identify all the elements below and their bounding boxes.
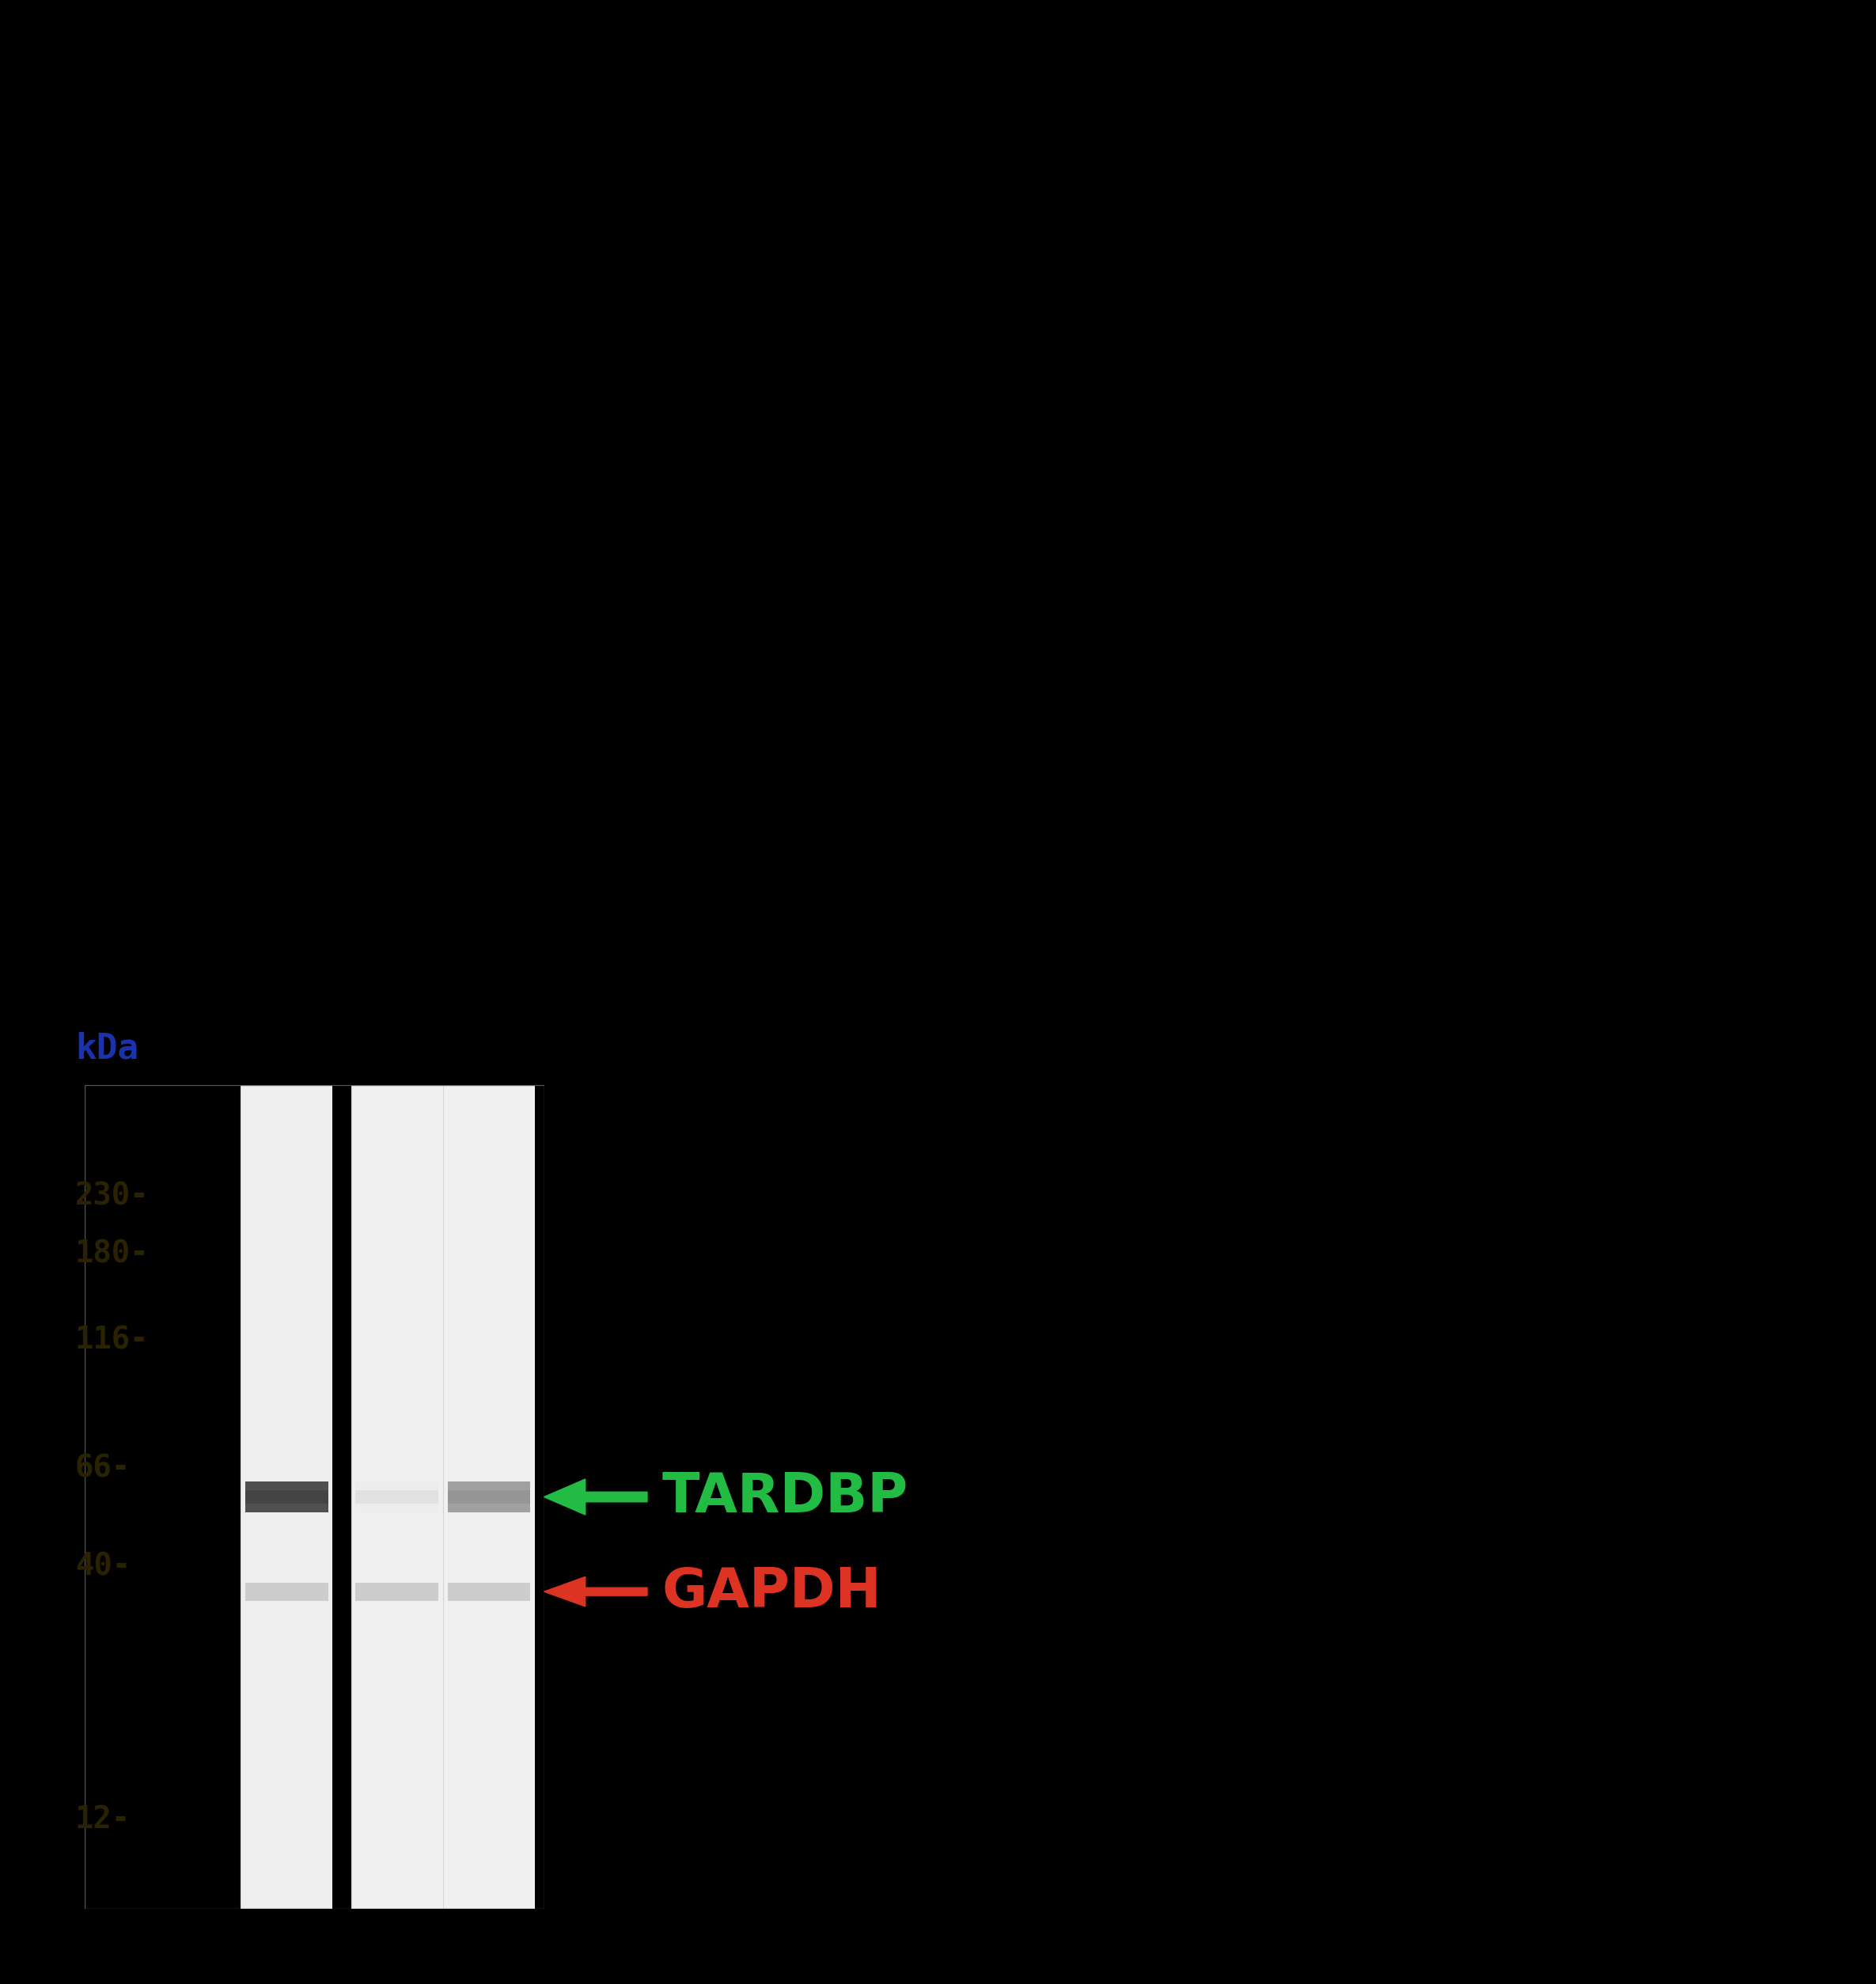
- Text: TARDBP: TARDBP: [662, 1470, 908, 1524]
- Bar: [351, 1085, 443, 1909]
- Bar: [448, 1482, 531, 1512]
- Bar: [240, 1085, 332, 1909]
- Bar: [356, 1583, 439, 1601]
- Bar: [246, 1482, 328, 1512]
- Bar: [246, 1583, 328, 1601]
- Bar: [448, 1583, 531, 1601]
- Text: 180-: 180-: [75, 1238, 148, 1270]
- Text: 66-: 66-: [75, 1452, 131, 1484]
- Bar: [448, 1490, 531, 1504]
- Bar: [443, 1085, 535, 1909]
- Bar: [246, 1490, 328, 1504]
- Bar: [356, 1490, 439, 1504]
- Text: 230-: 230-: [75, 1180, 148, 1212]
- Text: GAPDH: GAPDH: [662, 1565, 882, 1619]
- Text: 40-: 40-: [75, 1551, 131, 1581]
- Bar: [356, 1482, 439, 1512]
- Text: kDa: kDa: [75, 1032, 139, 1065]
- Text: 12-: 12-: [75, 1805, 131, 1835]
- Text: 116-: 116-: [75, 1325, 148, 1355]
